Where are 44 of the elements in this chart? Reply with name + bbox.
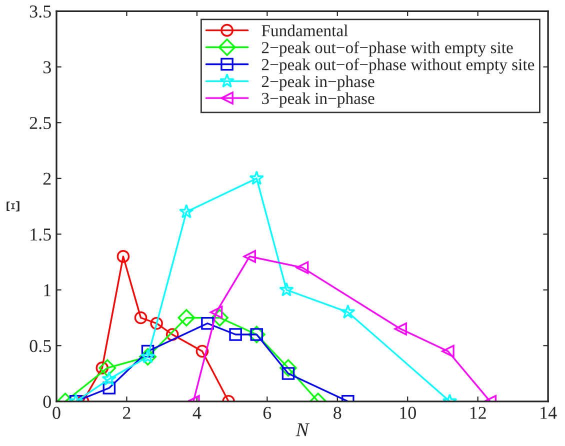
- x-tick-label: 6: [263, 406, 272, 419]
- x-tick-label: 0: [52, 406, 60, 419]
- point: [442, 344, 454, 358]
- point: [98, 359, 116, 377]
- point: [178, 309, 196, 326]
- point: [166, 328, 179, 341]
- x-tick-label: 12: [470, 406, 486, 419]
- y-tick-label: 1: [44, 284, 51, 296]
- point: [280, 359, 297, 377]
- point: [102, 382, 116, 394]
- y-tick-label: 3.5: [30, 5, 51, 18]
- legend-label: 3−peak in−phase: [262, 92, 374, 108]
- point: [150, 316, 163, 330]
- point: [279, 282, 294, 296]
- point: [229, 328, 242, 341]
- y-tick-label: 2.5: [30, 116, 51, 130]
- point: [116, 250, 130, 263]
- legend-label: 2−peak in−phase: [262, 75, 374, 91]
- x-tick-label: 2: [123, 406, 130, 419]
- point: [340, 304, 356, 319]
- y-axis-title: Ξ: [6, 201, 20, 212]
- x-tick-label: 8: [334, 406, 342, 419]
- x-tick-label: 14: [540, 406, 557, 419]
- point: [296, 261, 309, 274]
- y-tick-label: 3: [43, 61, 51, 74]
- legend-label: 2−peak out−of−phase with empty site: [262, 41, 513, 57]
- y-tick-label: 0.5: [30, 340, 51, 352]
- point: [134, 311, 148, 324]
- x-tick-label: 4: [192, 406, 202, 419]
- point: [196, 344, 209, 358]
- legend-label: 2−peak out−of−phase without empty site: [262, 58, 534, 74]
- point: [201, 316, 214, 330]
- legend-label: Fundamental: [262, 24, 348, 36]
- x-axis-title: N: [296, 423, 310, 436]
- point: [249, 170, 264, 185]
- point: [243, 250, 256, 263]
- point: [102, 371, 117, 386]
- y-tick-label: 0: [43, 396, 51, 408]
- point: [211, 309, 228, 326]
- point: [178, 204, 194, 218]
- x-tick-label: 10: [400, 406, 416, 419]
- y-tick-label: 1.5: [30, 228, 51, 241]
- point: [394, 322, 407, 336]
- y-tick-label: 2: [43, 172, 51, 185]
